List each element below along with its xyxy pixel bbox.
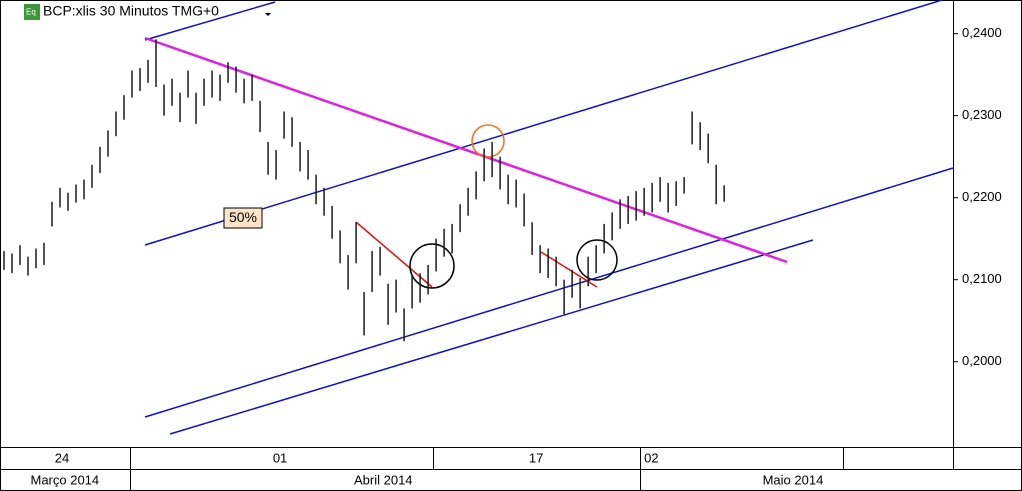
y-tick-label: 0,2200 — [962, 189, 1002, 204]
trendlines — [144, 0, 954, 435]
x-tick-label: 17 — [529, 450, 543, 465]
x-tick-label: 01 — [273, 450, 287, 465]
annotation-box — [223, 207, 263, 229]
y-tick-label: 0,2300 — [962, 107, 1002, 122]
month-label: Março 2014 — [30, 472, 99, 487]
y-tick-label: 0,2400 — [962, 25, 1002, 40]
axis-separators — [130, 447, 844, 491]
month-label: Maio 2014 — [763, 472, 824, 487]
month-label: Abril 2014 — [354, 472, 413, 487]
dropdown-caret[interactable] — [265, 13, 271, 16]
x-tick-label: 24 — [55, 450, 69, 465]
chart-title[interactable]: BCP:xlis 30 Minutos TMG+0 — [43, 3, 219, 19]
x-tick-label: 02 — [644, 450, 658, 465]
annotation: 50% — [229, 209, 257, 225]
y-tick-label: 0,2000 — [962, 353, 1002, 368]
symbol-icon-label: Eq — [26, 8, 36, 17]
y-tick-label: 0,2100 — [962, 271, 1002, 286]
symbol-icon[interactable] — [24, 4, 40, 20]
